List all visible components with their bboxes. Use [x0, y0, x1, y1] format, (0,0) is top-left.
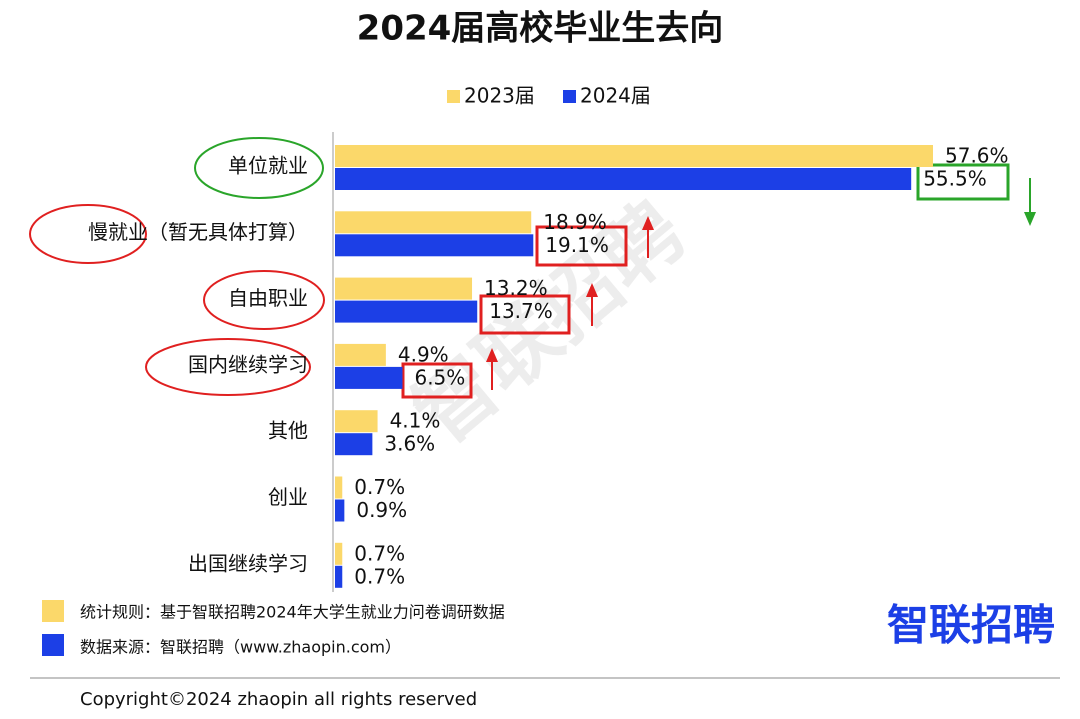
value-label: 19.1%: [545, 233, 609, 257]
bar: [335, 145, 933, 167]
legend-label: 2023届: [464, 84, 535, 108]
arrow-head: [1024, 212, 1036, 226]
legend-label: 2024届: [580, 84, 651, 108]
category-label: 其他: [268, 419, 308, 443]
category-label: 国内继续学习: [188, 352, 308, 376]
value-label: 0.7%: [354, 475, 405, 499]
bar: [335, 433, 373, 456]
logo: 智联招聘: [887, 601, 1055, 650]
value-label: 0.7%: [354, 541, 405, 565]
category-label: 创业: [268, 485, 308, 509]
bar: [335, 476, 343, 499]
value-label: 57.6%: [945, 144, 1009, 168]
chart-title: 2024届高校毕业生去向: [357, 9, 724, 49]
value-label: 18.9%: [543, 210, 607, 234]
highlight-circle: [145, 338, 311, 396]
note-swatch: [42, 600, 64, 622]
arrow-head: [586, 283, 598, 297]
highlight-circle: [194, 137, 324, 199]
arrow-head: [486, 348, 498, 362]
bar: [335, 366, 403, 389]
value-label: 13.2%: [484, 276, 548, 300]
highlight-box: [401, 362, 473, 399]
highlight-circle: [203, 270, 325, 330]
note-swatch: [42, 634, 64, 656]
value-label: 0.9%: [356, 498, 407, 522]
category-label: 慢就业（暂无具体打算）: [88, 220, 308, 244]
bar: [335, 277, 473, 300]
value-label: 55.5%: [923, 167, 987, 191]
bar: [335, 300, 478, 323]
category-label: 出国继续学习: [188, 551, 308, 575]
value-label: 13.7%: [489, 299, 553, 323]
bar: [335, 499, 345, 522]
bar: [335, 211, 532, 234]
legend-swatch: [447, 90, 460, 103]
value-label: 6.5%: [414, 365, 465, 389]
annotations: [29, 137, 1036, 399]
value-label: 4.1%: [390, 409, 441, 433]
bar: [335, 234, 534, 257]
category-label: 单位就业: [228, 154, 308, 178]
value-label: 0.7%: [354, 564, 405, 588]
copyright: Copyright©2024 zhaopin all rights reserv…: [80, 689, 477, 710]
bar: [335, 542, 343, 565]
category-label: 自由职业: [228, 286, 308, 310]
highlight-circle: [29, 204, 147, 264]
bar: [335, 168, 912, 190]
value-label: 4.9%: [398, 342, 449, 366]
arrow-head: [642, 216, 654, 230]
note: 统计规则：基于智联招聘2024年大学生就业力问卷调研数据: [80, 603, 505, 622]
bar: [335, 565, 343, 588]
bar: [335, 410, 378, 433]
legend-swatch: [563, 90, 576, 103]
note: 数据来源：智联招聘（www.zhaopin.com）: [80, 638, 401, 657]
highlight-box: [916, 163, 1010, 201]
highlight-box: [479, 294, 571, 335]
bar: [335, 343, 386, 366]
highlight-box: [535, 225, 628, 267]
value-label: 3.6%: [384, 432, 435, 456]
